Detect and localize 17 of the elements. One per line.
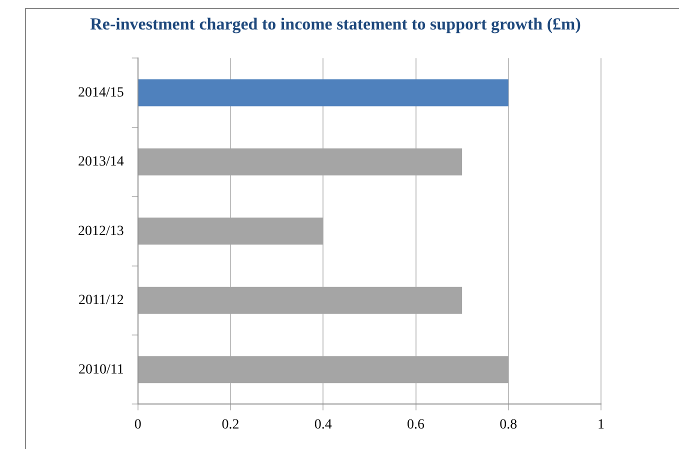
x-tick-label: 0.4 [314,417,332,432]
y-tick-label: 2011/12 [78,293,124,308]
x-tick-label: 0.6 [407,417,425,432]
y-tick-label: 2014/15 [78,85,124,100]
x-tick-label: 0 [134,417,142,432]
bar [138,218,324,245]
y-tick-label: 2012/13 [78,224,124,239]
bar [138,286,462,314]
bar [138,79,508,106]
chart-title: Re-investment charged to income statement to support growth (£m) [90,14,581,34]
bar [138,356,508,384]
x-tick-label: 0.8 [500,417,518,432]
x-tick-label: 1 [598,417,604,432]
bar [138,148,462,176]
x-tick-label: 0.2 [222,417,240,432]
y-tick-label: 2013/14 [78,154,124,170]
y-tick-label: 2010/11 [78,362,124,378]
